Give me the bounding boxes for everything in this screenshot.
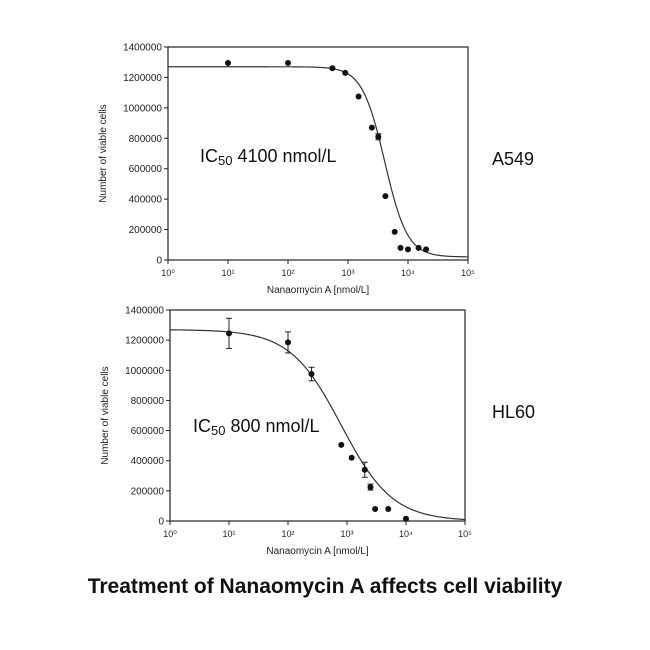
data-point [348, 454, 355, 461]
x-tick-label: 10⁵ [458, 529, 472, 539]
x-tick-label: 10³ [340, 529, 353, 539]
data-point [405, 246, 411, 253]
ic50-annotation: IC50 800 nmol/L [193, 416, 320, 438]
x-tick-label: 10⁴ [401, 268, 415, 278]
data-point [403, 515, 409, 522]
x-tick-label: 10⁵ [461, 268, 475, 278]
x-tick-label: 10⁰ [163, 529, 177, 539]
y-tick-label: 1400000 [125, 306, 164, 317]
y-tick-label: 1000000 [125, 366, 164, 377]
ic50-annotation: IC50 4100 nmol/L [200, 146, 337, 168]
x-tick-label: 10⁴ [399, 529, 413, 539]
y-axis-label: Number of viable cells [98, 104, 109, 202]
y-tick-label: 800000 [131, 396, 165, 407]
data-point [285, 339, 291, 346]
y-tick-label: 400000 [131, 456, 165, 467]
data-point [397, 244, 404, 251]
data-point [329, 65, 336, 72]
data-point [355, 93, 362, 100]
plot-frame [167, 46, 469, 261]
y-tick-label: 1200000 [125, 336, 164, 347]
y-tick-label: 0 [156, 256, 162, 267]
data-point [391, 228, 398, 235]
data-point [226, 330, 232, 337]
x-tick-label: 10³ [341, 268, 354, 278]
data-point [385, 505, 392, 512]
y-tick-label: 400000 [129, 195, 163, 206]
x-axis-label: Nanaomycin A [nmol/L] [267, 285, 369, 296]
fit-curve [169, 329, 466, 521]
figure-caption: Treatment of Nanaomycin A affects cell v… [87, 575, 563, 598]
y-tick-label: 200000 [129, 225, 163, 236]
data-point [423, 246, 430, 253]
cell-line-label: A549 [492, 149, 534, 169]
data-point [285, 59, 291, 66]
a549-panel: 0 200000 400000 600000 800000 1000000 1200000 1… [98, 43, 534, 297]
data-point [375, 133, 382, 140]
plot-frame [169, 309, 466, 522]
hl60-panel: 0 200000 400000 600000 800000 1000000 1200000 1… [100, 306, 535, 558]
data-point [338, 441, 345, 448]
data-point [342, 69, 349, 76]
y-tick-label: 1000000 [123, 103, 162, 114]
x-tick-label: 10¹ [222, 529, 235, 539]
x-tick-label: 10¹ [221, 268, 234, 278]
data-point [361, 466, 368, 473]
y-tick-label: 0 [158, 517, 164, 528]
y-axis-label: Number of viable cells [100, 366, 111, 464]
data-point [415, 244, 422, 251]
data-point [372, 505, 379, 512]
y-tick-label: 1400000 [123, 43, 162, 54]
y-tick-label: 800000 [129, 134, 163, 145]
x-axis-label: Nanaomycin A [nmol/L] [266, 546, 368, 557]
x-tick-label: 10⁰ [161, 268, 175, 278]
data-point [382, 193, 389, 200]
y-tick-label: 200000 [131, 486, 165, 497]
y-tick-label: 600000 [129, 164, 163, 175]
x-tick-label: 10² [281, 529, 294, 539]
y-tick-label: 1200000 [123, 73, 162, 84]
y-tick-label: 600000 [131, 426, 165, 437]
data-point [367, 484, 374, 491]
x-tick-label: 10² [281, 268, 294, 278]
data-point [368, 124, 375, 131]
cell-line-label: HL60 [492, 402, 535, 422]
data-point [308, 371, 315, 378]
data-point [225, 59, 231, 66]
